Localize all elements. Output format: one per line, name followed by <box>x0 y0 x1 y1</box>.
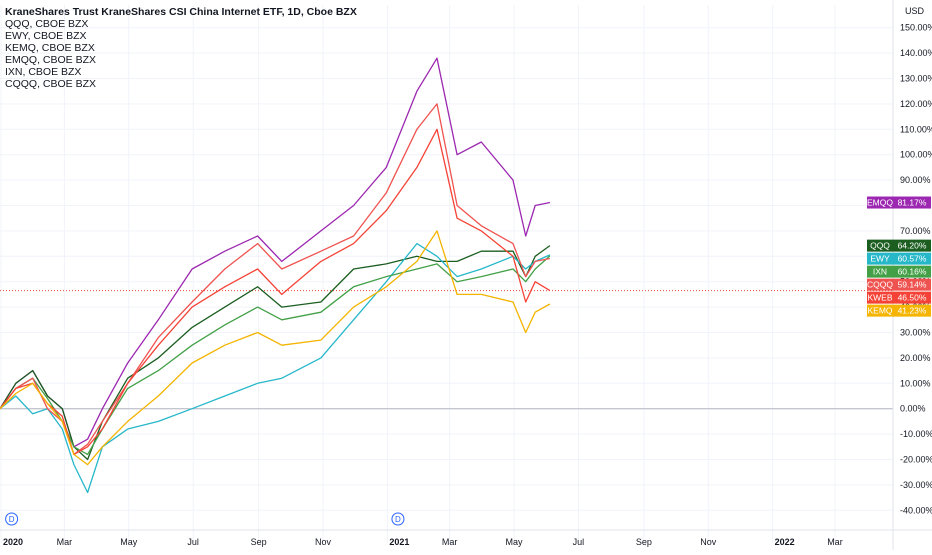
legend-compare-kemq[interactable]: KEMQ, CBOE BZX <box>5 42 95 54</box>
price-label-ticker-emqq <box>867 196 893 209</box>
price-label-value-emqq <box>893 196 931 209</box>
chart-title: KraneShares Trust KraneShares CSI China … <box>5 6 357 18</box>
price-label-value-ewy <box>893 252 931 265</box>
y-tick-label: 90.00% <box>900 175 931 185</box>
legend-compare-ixn[interactable]: IXN, CBOE BZX <box>5 66 82 78</box>
dividend-marker-label: D <box>9 515 15 524</box>
y-tick-label: 130.00% <box>900 74 932 84</box>
series-line-kweb[interactable] <box>0 128 551 456</box>
series-line-emqq[interactable] <box>0 57 551 448</box>
legend-compare-emqq[interactable]: EMQQ, CBOE BZX <box>5 54 97 66</box>
price-label-value-text: 41.23% <box>898 306 927 316</box>
x-tick-label: Nov <box>700 537 717 547</box>
x-tick-label: Jul <box>187 537 199 547</box>
price-label-value-kweb <box>893 291 931 304</box>
price-label-ticker-kweb <box>867 291 893 304</box>
y-tick-label: -20.00% <box>900 455 932 465</box>
price-label-value-kemq <box>893 304 931 317</box>
x-tick-label: 2022 <box>775 537 795 547</box>
price-label-ticker-text: KEMQ <box>867 306 892 316</box>
price-label-value-text: 64.20% <box>898 241 927 251</box>
price-label-ticker-kemq <box>867 304 893 317</box>
y-tick-label: -30.00% <box>900 480 932 490</box>
x-tick-label: Mar <box>442 537 458 547</box>
x-tick-label: Nov <box>315 537 332 547</box>
price-label-ticker-ewy <box>867 252 893 265</box>
price-label-value-text: 81.17% <box>898 198 927 208</box>
price-label-value-qqq <box>893 239 931 252</box>
price-label-ticker-cqqq <box>867 278 893 291</box>
price-label-value-text: 59.14% <box>898 280 927 290</box>
y-tick-label: -10.00% <box>900 429 932 439</box>
y-tick-label: -40.00% <box>900 505 932 515</box>
x-tick-label: May <box>506 537 524 547</box>
dividend-marker[interactable] <box>5 512 19 526</box>
y-tick-label: 150.00% <box>900 23 932 33</box>
price-label-ticker-qqq <box>867 239 893 252</box>
dividend-marker[interactable] <box>391 512 405 526</box>
series-line-qqq[interactable] <box>0 245 551 461</box>
x-tick-label: 2021 <box>389 537 409 547</box>
price-label-ticker-text: CQQQ <box>867 280 893 290</box>
y-tick-label: 10.00% <box>900 378 931 388</box>
legend: KraneShares Trust KraneShares CSI China … <box>5 6 357 90</box>
legend-compare-qqq[interactable]: QQQ, CBOE BZX <box>5 18 89 30</box>
price-label-value-ixn <box>893 265 931 278</box>
dividend-marker-label: D <box>395 515 401 524</box>
price-label-value-text: 46.50% <box>898 293 927 303</box>
y-tick-label: 100.00% <box>900 150 932 160</box>
price-label-ticker-text: IXN <box>873 267 887 277</box>
legend-compare-cqqq[interactable]: CQQQ, CBOE BZX <box>5 78 97 90</box>
y-tick-label: 20.00% <box>900 353 931 363</box>
series-line-ixn[interactable] <box>0 255 551 456</box>
y-tick-label: 120.00% <box>900 99 932 109</box>
price-label-ticker-text: QQQ <box>870 241 890 251</box>
y-tick-label: 0.00% <box>900 404 926 414</box>
legend-compare-ewy[interactable]: EWY, CBOE BZX <box>5 30 87 42</box>
series-line-kemq[interactable] <box>0 230 551 466</box>
y-tick-label: 30.00% <box>900 328 931 338</box>
price-label-ticker-text: EWY <box>870 254 890 264</box>
price-label-value-text: 60.57% <box>898 254 927 264</box>
price-label-value-text: 60.16% <box>898 267 927 277</box>
x-tick-label: Sep <box>636 537 652 547</box>
currency-label: USD <box>904 6 924 16</box>
x-tick-label: May <box>120 537 138 547</box>
x-tick-label: Sep <box>251 537 267 547</box>
price-label-ticker-text: EMQQ <box>867 198 893 208</box>
y-tick-label: 70.00% <box>900 226 931 236</box>
x-tick-label: 2020 <box>3 537 23 547</box>
x-tick-label: Jul <box>573 537 585 547</box>
price-label-ticker-text: KWEB <box>867 293 892 303</box>
price-label-value-cqqq <box>893 278 931 291</box>
x-tick-label: Mar <box>57 537 73 547</box>
series-line-ewy[interactable] <box>0 242 551 494</box>
price-label-ticker-ixn <box>867 265 893 278</box>
y-tick-label: 140.00% <box>900 48 932 58</box>
x-tick-label: Mar <box>827 537 843 547</box>
y-tick-label: 110.00% <box>900 124 932 134</box>
